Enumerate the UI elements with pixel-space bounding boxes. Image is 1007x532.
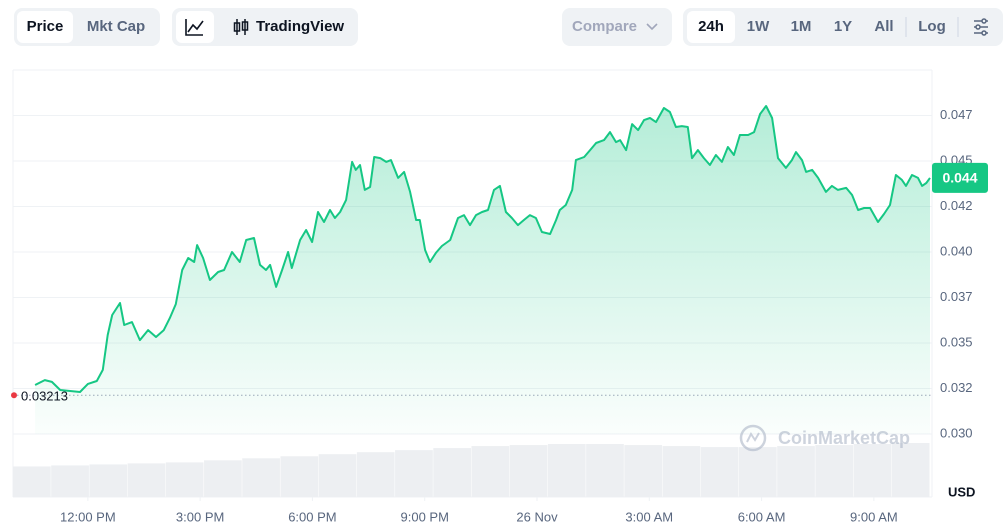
volume [13,443,930,497]
tab-active[interactable] [17,11,73,43]
log-button[interactable]: Log [918,18,946,35]
volume-bar [509,445,548,497]
volume-bar [738,447,777,497]
volume-bar [89,464,128,497]
volume-bar [624,445,663,497]
x-tick-label: 3:00 PM [176,509,224,524]
range-active[interactable] [687,11,735,43]
volume-bar [433,448,471,497]
currency-label: USD [948,484,975,499]
line-chart-icon [185,19,204,36]
volume-bar [700,447,739,497]
x-tick-label: 9:00 PM [401,509,449,524]
volume-bar [853,444,892,497]
watermark-text: CoinMarketCap [778,428,910,448]
tab-mktcap[interactable]: Mkt Cap [87,18,145,35]
volume-bar [815,445,854,497]
tab-price[interactable]: Price [27,18,64,35]
settings-icon[interactable] [974,18,988,36]
volume-bar [280,456,319,497]
chart-type-group [172,8,358,46]
volume-bar [586,444,624,497]
volume-bar [127,463,166,497]
area-fill [35,106,930,434]
volume-bar [204,460,242,497]
volume-bar [547,444,586,497]
current-price-tag [932,162,988,193]
volume-bar [318,454,357,497]
x-tick-label: 9:00 AM [850,509,898,524]
volume-bar [395,450,433,497]
range-button[interactable]: 1M [791,18,812,35]
tradingview-button[interactable]: TradingView [256,18,344,35]
volume-bar [356,452,395,497]
chevron [646,23,658,31]
volume-bar [242,458,280,497]
volume-bar [662,446,701,497]
y-tick-label: 0.042 [940,198,973,213]
current-price-label: 0.044 [942,170,977,186]
range-group [683,8,1003,46]
x-tick-label: 12:00 PM [60,509,116,524]
y-tick-label: 0.047 [940,107,973,122]
volume-bar [471,446,510,497]
x-tick-label: 26 Nov [516,509,558,524]
volume-bar [777,446,815,497]
volume-bar [13,466,51,497]
range-button[interactable]: All [874,18,893,35]
compare-dropdown[interactable] [562,8,672,46]
plot [11,105,932,434]
y-tick-label: 0.030 [940,425,973,440]
volume-bar [51,465,89,497]
baseline-label: 0.03213 [21,389,68,404]
range-button[interactable]: 1Y [834,18,852,35]
range-buttons: 24h 1W 1M 1Y All [698,18,894,35]
y-tick-label: 0.040 [940,243,973,258]
x-tick-label: 6:00 PM [288,509,336,524]
candle-icon [233,19,249,35]
watermark: CoinMarketCap [739,424,910,452]
y-tick-label: 0.037 [940,289,973,304]
compare-label: Compare [572,18,637,35]
volume-bar [891,443,930,497]
y-tick-label: 0.032 [940,380,973,395]
price-line [34,105,931,393]
x-tick-label: 3:00 AM [625,509,673,524]
volume-bar [165,462,204,497]
y-tick-label: 0.035 [940,334,973,349]
range-button[interactable]: 1W [747,18,770,35]
range-button[interactable]: 24h [698,18,724,35]
x-tick-label: 6:00 AM [738,509,786,524]
baseline-dot [11,392,17,399]
